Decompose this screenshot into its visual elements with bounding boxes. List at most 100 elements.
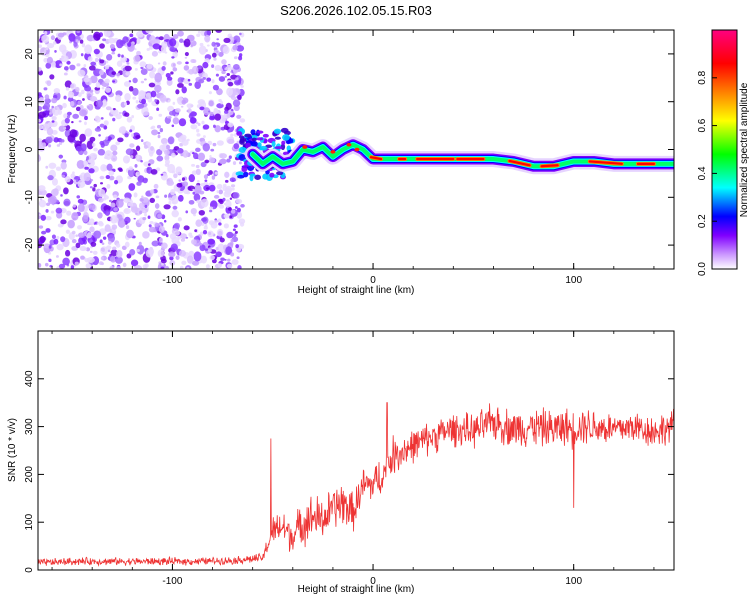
noise-speckle — [88, 65, 96, 71]
noise-speckle — [58, 125, 66, 132]
noise-speckle — [67, 96, 74, 102]
noise-speckle — [196, 33, 201, 38]
x-tick-label: -100 — [162, 576, 182, 587]
noise-speckle — [177, 82, 184, 88]
noise-speckle — [170, 71, 174, 75]
noise-speckle — [62, 102, 67, 109]
noise-speckle — [56, 144, 61, 147]
noise-speckle — [156, 90, 160, 94]
noise-speckle — [38, 263, 42, 268]
noise-speckle — [95, 99, 104, 108]
noise-speckle — [233, 63, 240, 70]
noise-speckle — [47, 175, 54, 181]
noise-speckle — [109, 266, 114, 269]
noise-speckle — [156, 81, 161, 86]
noise-speckle — [172, 201, 176, 205]
noise-speckle — [81, 43, 86, 48]
noise-speckle — [67, 134, 76, 143]
noise-speckle — [163, 204, 171, 210]
noise-speckle — [175, 166, 183, 175]
noise-speckle — [202, 76, 206, 80]
noise-speckle — [124, 93, 131, 101]
noise-speckle — [159, 94, 167, 102]
noise-speckle — [130, 259, 139, 267]
noise-speckle — [177, 148, 184, 154]
noise-speckle — [236, 207, 241, 213]
noise-speckle — [88, 218, 95, 226]
noise-speckle — [213, 124, 216, 128]
noise-speckle — [216, 190, 219, 194]
noise-speckle — [218, 204, 225, 209]
noise-speckle — [51, 120, 55, 123]
noise-speckle — [76, 30, 81, 34]
noise-speckle — [214, 125, 221, 133]
noise-speckle — [55, 207, 63, 214]
ridge-hotspot — [302, 145, 308, 149]
transition-speckle — [239, 138, 245, 145]
noise-speckle — [120, 198, 124, 202]
noise-speckle — [121, 245, 127, 251]
y-tick-label: -20 — [24, 237, 35, 252]
transition-speckle — [251, 137, 257, 142]
noise-speckle — [174, 108, 181, 113]
noise-speckle — [133, 217, 136, 220]
noise-speckle — [171, 170, 176, 174]
noise-speckle — [121, 54, 124, 58]
noise-speckle — [139, 61, 147, 68]
noise-speckle — [103, 205, 111, 212]
noise-speckle — [171, 209, 179, 218]
noise-speckle — [38, 124, 44, 130]
noise-speckle — [80, 53, 84, 57]
noise-speckle — [63, 72, 68, 76]
noise-speckle — [156, 167, 161, 172]
noise-speckle — [97, 148, 106, 156]
noise-speckle — [151, 125, 156, 129]
noise-speckle — [47, 121, 55, 128]
noise-speckle — [221, 65, 226, 69]
noise-speckle — [230, 241, 234, 246]
noise-speckle — [93, 183, 97, 188]
noise-speckle — [182, 181, 189, 187]
noise-speckle — [124, 241, 130, 248]
transition-speckle — [250, 140, 258, 147]
noise-speckle — [102, 236, 107, 240]
noise-speckle — [108, 170, 115, 176]
noise-speckle — [84, 166, 89, 170]
noise-speckle — [72, 204, 76, 208]
noise-speckle — [44, 262, 49, 267]
noise-speckle — [51, 105, 54, 109]
noise-speckle — [181, 99, 187, 105]
noise-speckles — [38, 30, 296, 269]
noise-speckle — [159, 128, 164, 133]
noise-speckle — [118, 111, 122, 115]
noise-speckle — [150, 189, 155, 194]
ridge-core — [540, 164, 559, 168]
noise-speckle — [233, 224, 238, 228]
noise-speckle — [69, 64, 76, 71]
noise-speckle — [179, 265, 184, 269]
noise-speckle — [216, 183, 223, 190]
noise-speckle — [204, 159, 210, 164]
noise-speckle — [133, 55, 141, 63]
noise-speckle — [49, 74, 55, 80]
noise-speckle — [71, 239, 77, 244]
noise-speckle — [50, 35, 55, 41]
noise-speckle — [205, 187, 210, 190]
noise-speckle — [181, 139, 189, 146]
noise-speckle — [151, 129, 159, 136]
noise-speckle — [230, 209, 236, 214]
noise-speckle — [219, 153, 228, 159]
noise-speckle — [182, 150, 189, 158]
noise-speckle — [223, 213, 231, 219]
noise-speckle — [79, 109, 87, 117]
noise-speckle — [71, 121, 74, 124]
noise-speckle — [226, 64, 232, 71]
noise-speckle — [102, 99, 107, 104]
noise-speckle — [208, 170, 213, 175]
colorbar-tick-label: 0.6 — [697, 118, 708, 132]
noise-speckle — [158, 237, 164, 243]
noise-speckle — [177, 77, 184, 84]
noise-speckle — [40, 214, 47, 221]
noise-speckle — [204, 248, 209, 251]
